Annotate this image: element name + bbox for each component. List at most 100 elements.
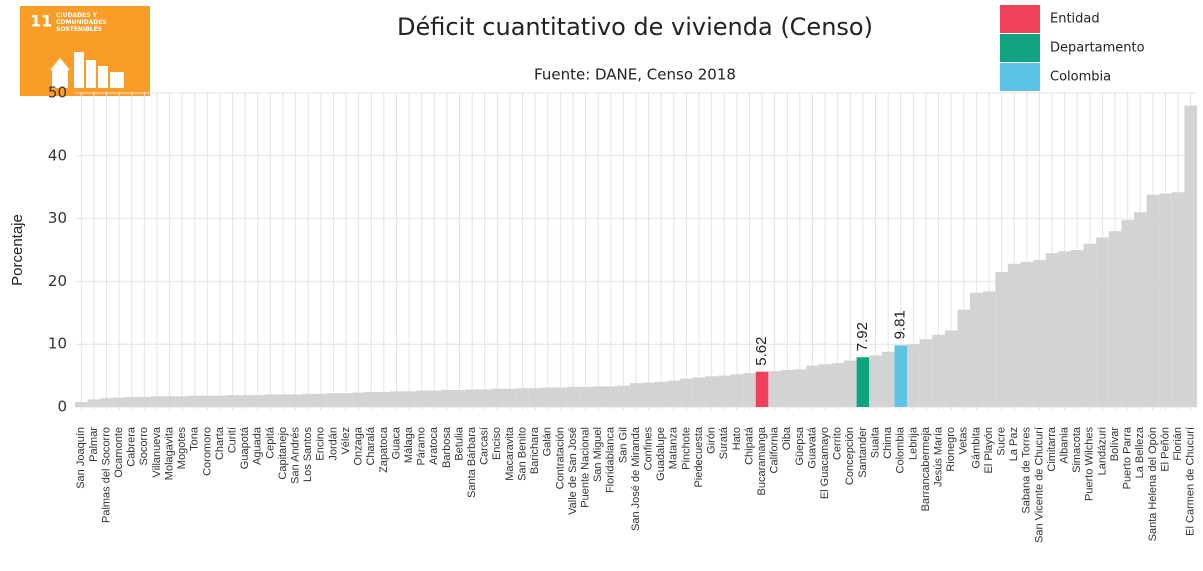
x-tick-label: Barbosa: [441, 426, 453, 468]
x-tick-label: Rionegro: [945, 427, 957, 472]
x-tick-label: Santander: [857, 427, 869, 478]
bar: [717, 375, 731, 407]
x-tick-label: San Vicente de Chucurí: [1033, 427, 1045, 543]
bar: [251, 395, 265, 407]
bar: [755, 371, 769, 407]
x-tick-label: Curití: [226, 427, 238, 453]
bar: [1020, 261, 1034, 407]
legend-swatch: [1000, 63, 1040, 91]
x-tick-label: Cepitá: [264, 426, 276, 459]
x-tick-label: Palmas del Socorro: [100, 427, 112, 523]
bar: [75, 401, 88, 407]
bar: [869, 355, 882, 407]
bar: [1171, 192, 1185, 407]
x-tick-label: Albania: [1059, 426, 1071, 464]
x-tick-label: Jesús María: [932, 426, 944, 487]
x-tick-label: Ocamonte: [113, 427, 125, 478]
x-tick-label: Piedecuesta: [693, 426, 705, 487]
bar: [856, 357, 870, 407]
x-tick-label: Carcasí: [479, 427, 491, 465]
bar: [780, 369, 794, 407]
bar: [150, 396, 164, 407]
bar: [654, 381, 668, 407]
x-tick-label: Valle de San José: [567, 427, 579, 515]
legend-swatch: [1000, 34, 1040, 62]
x-tick-label: Colombia: [895, 426, 907, 473]
bar: [844, 360, 857, 407]
bar: [226, 395, 239, 407]
x-tick-label: Los Santos: [302, 427, 314, 483]
bar: [175, 396, 189, 407]
bar: [264, 394, 277, 407]
x-tick-label: San Joaquín: [75, 427, 87, 489]
x-tick-label: Aguada: [252, 426, 264, 465]
bar: [188, 395, 202, 407]
legend-label: Entidad: [1050, 12, 1100, 27]
x-tick-label: Guaca: [390, 426, 402, 459]
y-tick-label: 50: [48, 84, 67, 102]
bar: [1108, 231, 1122, 407]
x-tick-label: Santa Helena del Opón: [1147, 427, 1159, 541]
x-tick-label: Betulia: [453, 426, 465, 461]
x-tick-label: Lebrija: [907, 426, 919, 460]
bar: [617, 385, 630, 407]
bar: [213, 395, 227, 407]
bar: [768, 371, 781, 407]
bar: [919, 339, 933, 407]
x-tick-label: Simacota: [1071, 426, 1083, 473]
bar: [793, 369, 807, 407]
bar: [327, 393, 340, 407]
bar: [453, 390, 466, 407]
bar: [680, 378, 693, 407]
bar: [1045, 253, 1059, 407]
bar: [881, 351, 895, 407]
x-tick-label: Onzaga: [353, 426, 365, 465]
x-tick-label: La Paz: [1008, 427, 1020, 461]
bar: [1083, 243, 1097, 407]
bar: [1146, 194, 1160, 407]
x-tick-label: Zapatoca: [378, 426, 390, 473]
x-tick-label: Vetas: [958, 427, 970, 455]
x-tick-label: San Miguel: [592, 427, 604, 482]
bar: [970, 292, 983, 407]
bar: [289, 394, 302, 407]
x-tick-label: Hato: [731, 427, 743, 450]
x-tick-label: Jordán: [327, 427, 339, 461]
chart-title: Déficit cuantitativo de vivienda (Censo): [397, 13, 873, 41]
x-tick-label: Bolívar: [1109, 427, 1121, 462]
x-tick-label: Coromoro: [201, 427, 213, 476]
bar: [1033, 260, 1046, 407]
x-tick-label: Charta: [214, 426, 226, 460]
bar: [100, 398, 113, 407]
bar: [579, 386, 592, 407]
x-tick-label: Puerto Wilches: [1084, 427, 1096, 501]
x-tick-label: Mogotes: [176, 427, 188, 470]
x-tick-label: Molagavita: [163, 426, 175, 480]
bar: [377, 391, 391, 407]
bar: [402, 391, 416, 407]
x-tick-label: Suaita: [869, 426, 881, 458]
bar: [894, 345, 908, 407]
bar: [692, 377, 706, 407]
bar: [957, 309, 971, 407]
bar: [1184, 105, 1197, 407]
bar: [427, 390, 441, 407]
x-tick-label: Barichara: [529, 426, 541, 474]
bar: [591, 386, 605, 407]
bar: [1007, 263, 1021, 407]
icon-bg: [20, 6, 150, 96]
x-tick-label: San Benito: [516, 427, 528, 481]
x-tick-label: Landázuri: [1096, 427, 1108, 475]
x-tick-label: Cimitarra: [1046, 426, 1058, 471]
chart-subtitle: Fuente: DANE, Censo 2018: [534, 66, 736, 84]
x-tick-label: Pinchote: [680, 427, 692, 470]
bar: [604, 386, 618, 407]
bar: [566, 386, 580, 407]
x-tick-label: Sucre: [996, 427, 1008, 456]
value-label: 9.81: [892, 310, 909, 339]
bar: [806, 365, 819, 407]
x-tick-label: Encino: [315, 427, 327, 461]
x-tick-label: Florián: [1172, 427, 1184, 461]
bar: [364, 391, 378, 407]
x-tick-label: El Carmen de Chucurí: [1185, 427, 1197, 536]
